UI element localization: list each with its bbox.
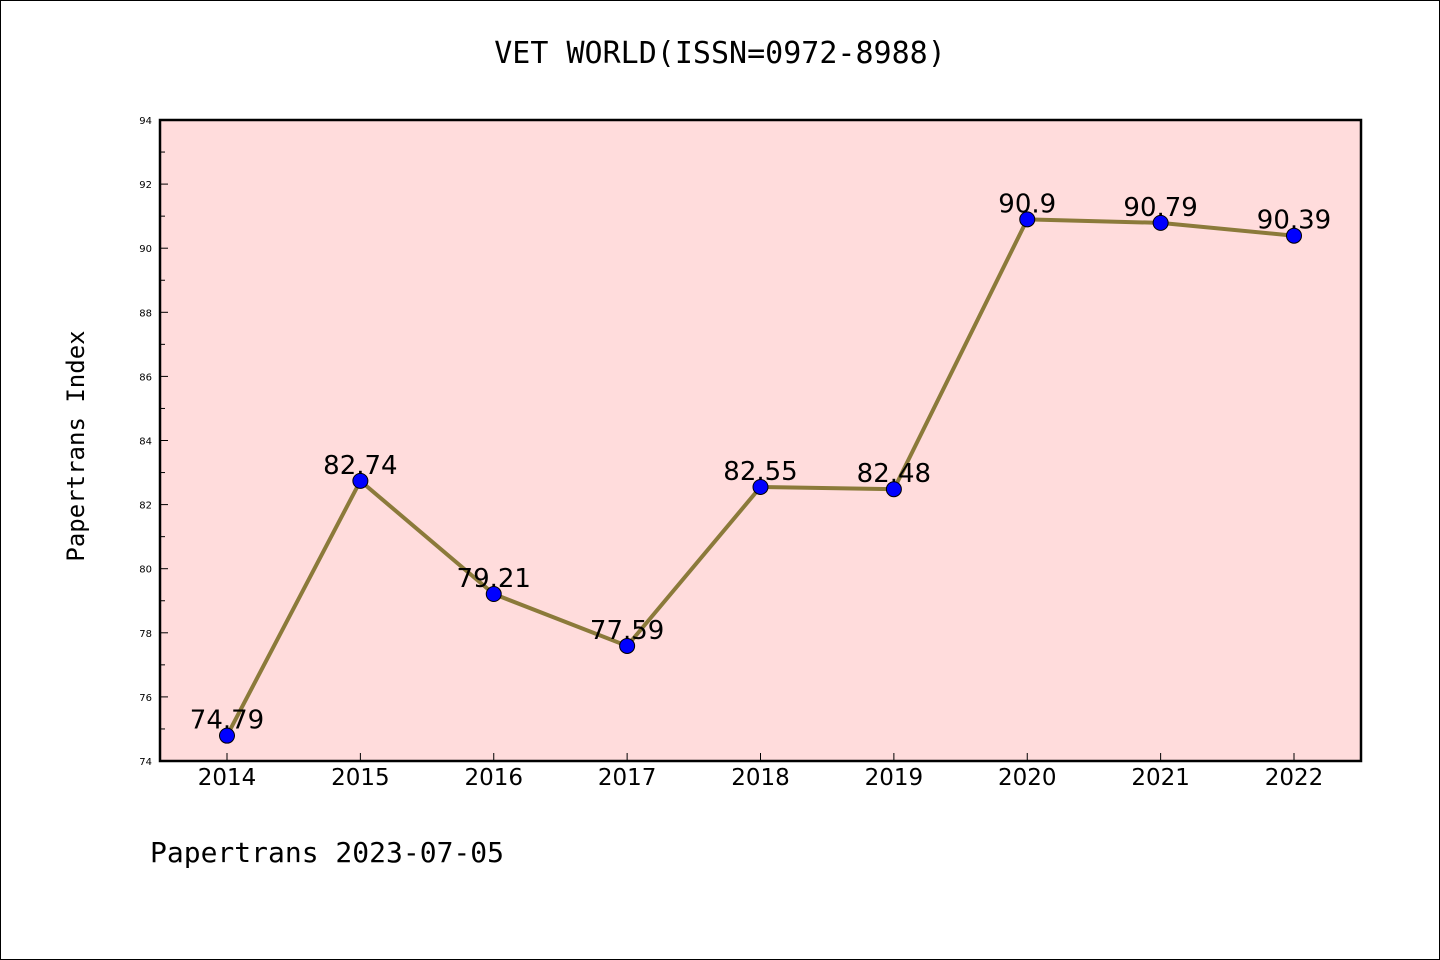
plot-border	[158, 118, 1363, 763]
data-labels: 74.79 82.74 79.21 77.59 82.55 82.48 90.9 90.79 9…	[190, 189, 1331, 735]
y-tick-label: 86	[139, 372, 152, 383]
y-tick-label: 78	[139, 629, 152, 640]
data-point	[485, 586, 502, 603]
data-point	[619, 637, 636, 654]
y-tick-label: 74	[139, 757, 152, 768]
data-label: 74.79	[190, 706, 264, 736]
x-tick-label: 2017	[598, 765, 657, 791]
y-tick-label: 92	[139, 180, 152, 191]
x-tick-label: 2021	[1131, 765, 1190, 791]
data-point	[752, 478, 769, 495]
data-label: 82.48	[857, 459, 931, 489]
y-tick-label: 94	[139, 116, 152, 127]
data-label: 79.21	[457, 564, 531, 594]
y-tick-label: 82	[139, 501, 152, 512]
data-label: 90.9	[998, 189, 1056, 219]
x-tick-label: 2018	[731, 765, 790, 791]
series-group	[219, 211, 1302, 744]
data-label: 90.79	[1123, 193, 1197, 223]
y-axis: 74 76 78 80 82 84 86 88 90 92 94	[139, 116, 168, 768]
y-tick-label: 88	[139, 308, 152, 319]
data-point	[1019, 211, 1036, 228]
data-point	[885, 481, 902, 498]
y-tick-label: 80	[139, 565, 152, 576]
x-tick-label: 2020	[998, 765, 1057, 791]
y-tick-label: 76	[139, 693, 152, 704]
data-point	[219, 727, 235, 744]
data-label: 77.59	[590, 616, 664, 646]
footer-text: Papertrans 2023-07-05	[150, 836, 505, 869]
data-point	[352, 472, 369, 489]
chart-title: VET WORLD(ISSN=0972-8988)	[494, 36, 946, 71]
x-axis: 2014 2015 2016 2017 2018 2019 2020 2021 2022	[198, 753, 1324, 791]
x-tick-label: 2015	[331, 765, 390, 791]
y-tick-label: 84	[139, 437, 152, 448]
x-tick-label: 2019	[865, 765, 924, 791]
data-label: 90.39	[1257, 206, 1331, 236]
x-tick-label: 2016	[464, 765, 523, 791]
x-tick-label: 2022	[1265, 765, 1324, 791]
y-tick-label: 90	[139, 244, 152, 255]
x-tick-label: 2014	[198, 765, 257, 791]
data-label: 82.55	[723, 457, 797, 487]
data-point	[1152, 214, 1169, 231]
data-point	[1286, 227, 1302, 244]
data-label: 82.74	[323, 451, 397, 481]
